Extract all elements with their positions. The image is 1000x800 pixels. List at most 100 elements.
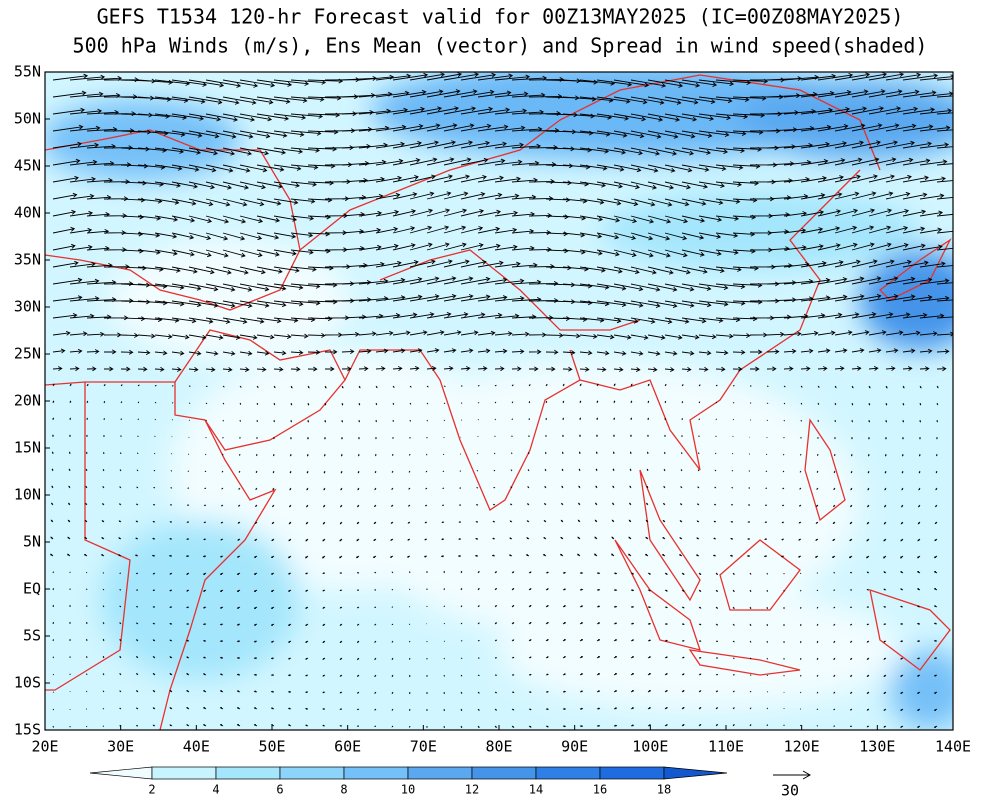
wind-arrow [494, 261, 521, 268]
wind-arrow [270, 589, 275, 592]
wind-arrow [341, 160, 370, 166]
wind-arrow [154, 232, 178, 239]
wind-arrow [800, 193, 826, 200]
wind-arrow [698, 384, 701, 387]
wind-arrow [630, 147, 660, 156]
wind-arrow [137, 350, 151, 356]
wind-arrow [800, 227, 824, 234]
wind-arrow [256, 249, 280, 257]
wind-arrow [732, 723, 735, 727]
lat-label: 15N [14, 439, 41, 457]
wind-arrow [305, 707, 309, 710]
lat-label: 55N [14, 63, 41, 81]
wind-arrow [630, 724, 635, 727]
wind-arrow [477, 330, 496, 336]
wind-arrow [528, 196, 554, 201]
wind-arrow [171, 96, 206, 104]
wind-arrow [477, 158, 506, 166]
wind-arrow [119, 486, 122, 489]
wind-arrow [596, 113, 630, 121]
wind-arrow [612, 502, 615, 506]
wind-arrow [729, 554, 734, 557]
wind-arrow [494, 108, 528, 115]
wind-arrow [933, 708, 938, 711]
wind-arrow [494, 176, 521, 183]
wind-arrow [883, 640, 887, 643]
wind-arrow [120, 401, 123, 404]
wind-arrow [595, 468, 598, 472]
wind-arrow [613, 266, 640, 275]
wind-arrow [647, 622, 652, 625]
wind-arrow [494, 622, 497, 625]
wind-arrow [526, 537, 530, 540]
wind-arrow [851, 366, 862, 371]
wind-arrow [52, 124, 84, 132]
wind-arrow [596, 639, 601, 642]
wind-arrow [305, 657, 309, 660]
wind-arrow [781, 504, 785, 507]
wind-arrow [392, 175, 419, 183]
wind-arrow [919, 436, 921, 440]
wind-arrow [851, 208, 876, 217]
wind-arrow [647, 317, 673, 324]
wind-arrow [834, 276, 865, 285]
wind-arrow [290, 350, 304, 356]
wind-arrow [936, 163, 953, 166]
wind-arrow [355, 555, 360, 559]
wind-arrow [783, 348, 797, 354]
wind-arrow [800, 107, 834, 115]
wind-arrow [528, 656, 532, 659]
wind-arrow [817, 192, 843, 200]
wind-arrow [596, 724, 601, 727]
wind-arrow [596, 383, 599, 387]
wind-arrow [409, 89, 444, 98]
wind-arrow [919, 108, 953, 115]
wind-arrow [256, 96, 291, 104]
wind-arrow [253, 657, 258, 660]
wind-arrow [715, 79, 752, 86]
wind-arrow [936, 366, 947, 372]
wind-arrow [440, 555, 445, 558]
wind-arrow [647, 198, 673, 207]
wind-arrow [375, 243, 399, 251]
wind-arrow [69, 159, 98, 166]
wind-arrow [52, 295, 83, 302]
wind-arrow [579, 164, 608, 171]
wind-arrow [154, 283, 185, 290]
wind-arrow [526, 520, 530, 523]
wind-arrow [579, 400, 582, 404]
wind-arrow [732, 349, 746, 355]
wind-arrow [273, 113, 307, 120]
wind-arrow [222, 317, 248, 324]
wind-arrow [783, 194, 809, 200]
wind-arrow [613, 589, 618, 592]
wind-arrow [613, 147, 643, 156]
wind-arrow [647, 572, 652, 575]
wind-arrow [341, 314, 367, 320]
wind-arrow [69, 638, 71, 642]
wind-arrow [596, 147, 626, 155]
wind-arrow [52, 587, 54, 591]
wind-arrow [443, 259, 470, 268]
wind-arrow [324, 385, 327, 389]
wind-arrow [664, 707, 668, 710]
wind-arrow [305, 640, 309, 643]
wind-arrow [222, 215, 247, 224]
wind-arrow [511, 656, 515, 659]
wind-arrow [426, 242, 450, 251]
wind-arrow [52, 90, 87, 98]
wind-arrow [424, 504, 428, 507]
wind-arrow [732, 572, 735, 575]
wind-arrow [460, 226, 484, 234]
wind-arrow [528, 230, 552, 235]
wind-arrow [528, 451, 530, 455]
wind-arrow [698, 707, 702, 710]
wind-arrow [103, 332, 122, 338]
wind-arrow [611, 519, 615, 523]
wind-arrow [239, 300, 270, 308]
wind-arrow [356, 623, 360, 626]
wind-arrow [749, 606, 752, 610]
wind-arrow [833, 470, 836, 474]
wind-arrow [817, 366, 828, 371]
wind-arrow [253, 640, 258, 643]
